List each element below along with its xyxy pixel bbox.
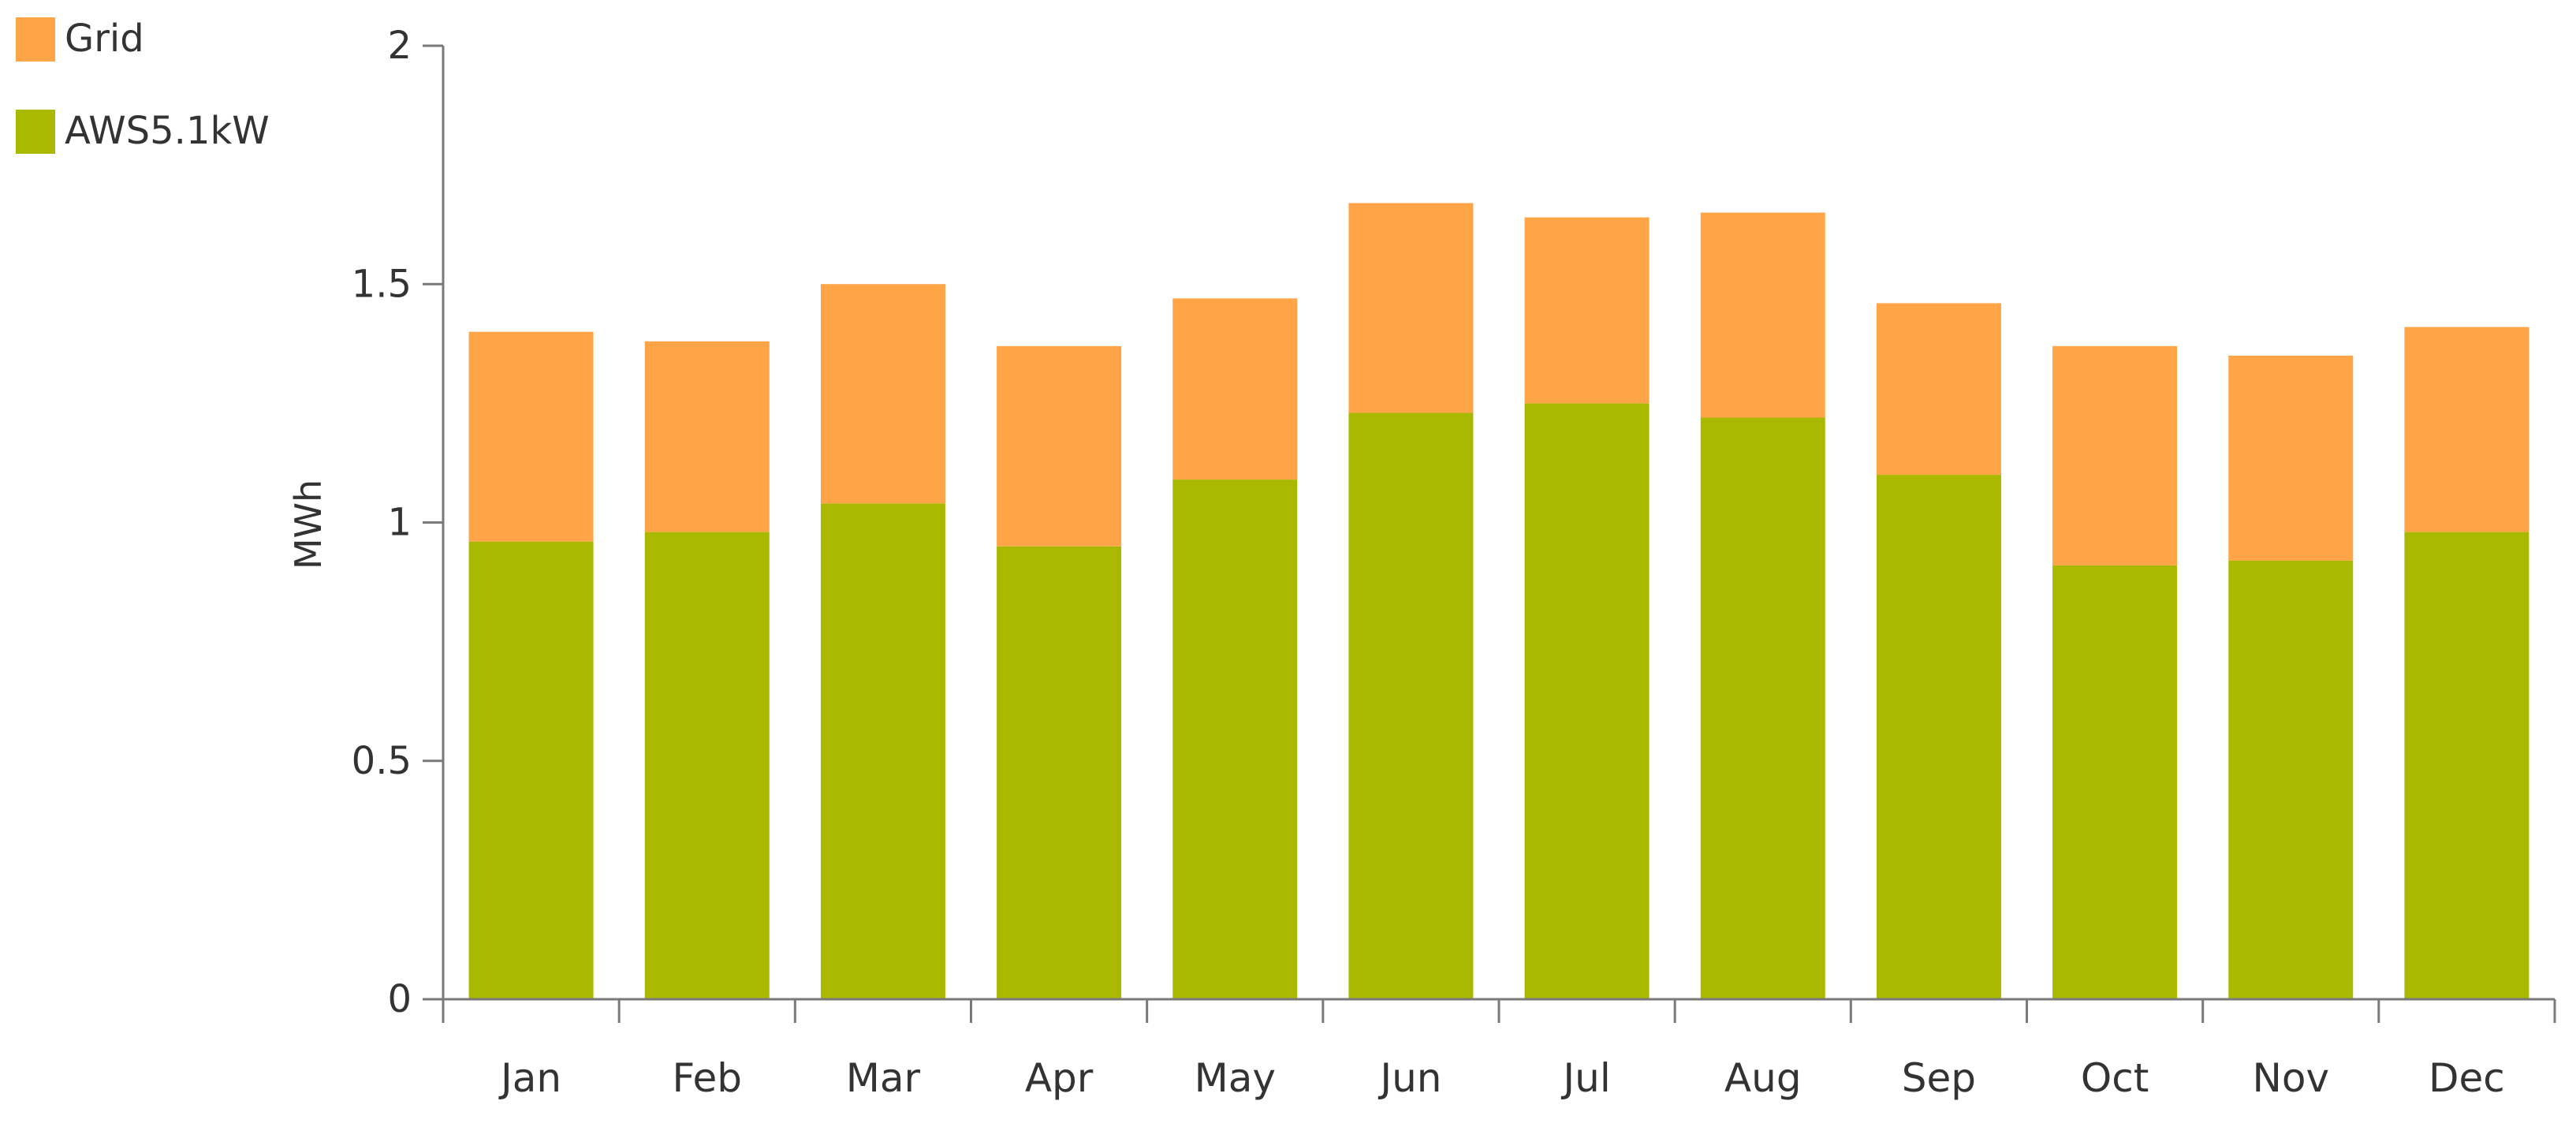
- bar-grid-oct: [2052, 345, 2178, 565]
- legend-label-grid: Grid: [65, 17, 144, 61]
- y-tick-label-1: 1: [387, 501, 412, 545]
- x-tick-label-nov: Nov: [2252, 1055, 2329, 1101]
- bar-aws5-1kw-dec: [2404, 532, 2529, 999]
- x-tick-label-jul: Jul: [1560, 1055, 1610, 1101]
- x-tick-label-oct: Oct: [2081, 1055, 2149, 1101]
- bar-grid-sep: [1876, 303, 2001, 476]
- bar-grid-mar: [820, 284, 945, 504]
- bar-grid-nov: [2228, 355, 2354, 561]
- axes-group: 0 0.5 1 1.5 2 Jan Feb Mar Apr May Jun Jul Aug Sep Oct N…: [352, 24, 2556, 1101]
- bar-grid-may: [1172, 298, 1298, 480]
- y-tick-label-1-5: 1.5: [352, 262, 412, 306]
- x-tick-label-jan: Jan: [498, 1055, 561, 1101]
- bar-grid-aug: [1700, 212, 1825, 418]
- legend-swatch-grid: [16, 17, 55, 62]
- x-tick-label-feb: Feb: [672, 1055, 742, 1101]
- y-tick-label-0-5: 0.5: [352, 739, 412, 783]
- bar-aws5-1kw-jul: [1524, 403, 1650, 1000]
- bars-group: [468, 203, 2529, 1000]
- x-tick-label-mar: Mar: [846, 1055, 921, 1101]
- x-tick-label-apr: Apr: [1025, 1055, 1094, 1101]
- bar-aws5-1kw-may: [1172, 480, 1298, 999]
- y-axis-label: MWh: [287, 480, 330, 569]
- bar-grid-apr: [997, 345, 1122, 547]
- x-tick-label-may: May: [1195, 1055, 1276, 1101]
- bar-grid-jun: [1348, 203, 1474, 413]
- x-tick-label-dec: Dec: [2429, 1055, 2505, 1101]
- bar-grid-dec: [2404, 327, 2529, 532]
- bar-aws5-1kw-jan: [468, 541, 594, 999]
- bar-aws5-1kw-jun: [1348, 412, 1474, 999]
- bar-aws5-1kw-feb: [644, 532, 770, 999]
- x-tick-label-sep: Sep: [1902, 1055, 1976, 1101]
- x-tick-label-aug: Aug: [1724, 1055, 1802, 1101]
- bar-grid-feb: [644, 341, 770, 532]
- y-tick-label-0: 0: [387, 977, 412, 1021]
- bar-aws5-1kw-nov: [2228, 560, 2354, 999]
- legend: Grid AWS5.1kW: [16, 17, 270, 154]
- bar-grid-jul: [1524, 217, 1650, 404]
- y-tick-label-2: 2: [387, 24, 412, 68]
- bar-aws5-1kw-apr: [997, 546, 1122, 999]
- bar-aws5-1kw-oct: [2052, 565, 2178, 999]
- legend-label-aws5-1kw: AWS5.1kW: [65, 109, 270, 153]
- legend-swatch-aws5-1kw: [16, 110, 55, 154]
- x-tick-label-jun: Jun: [1377, 1055, 1441, 1101]
- bar-aws5-1kw-mar: [820, 503, 945, 999]
- bar-aws5-1kw-sep: [1876, 475, 2001, 999]
- bar-aws5-1kw-aug: [1700, 417, 1825, 999]
- bar-grid-jan: [468, 331, 594, 542]
